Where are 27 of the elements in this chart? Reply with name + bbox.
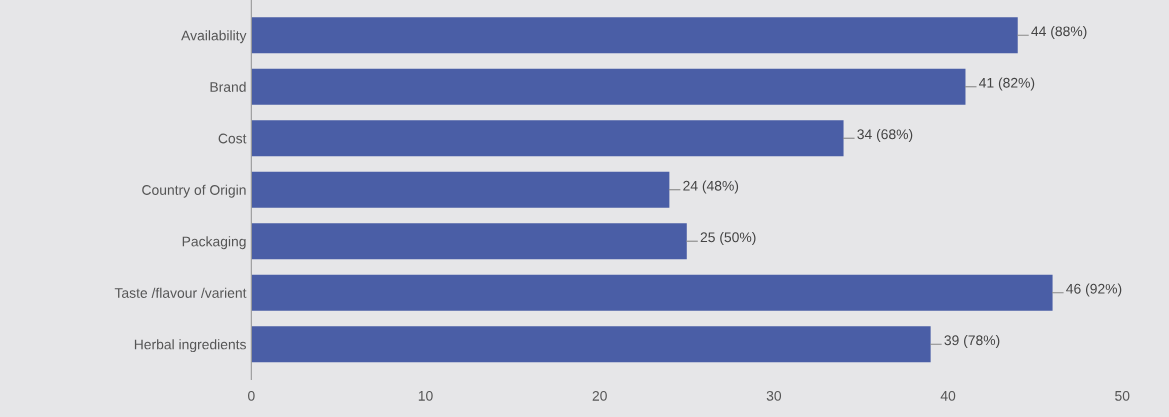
y-tick-label: Availability [181,30,247,44]
data-label: 46 (92%) [1066,283,1122,297]
x-tick-label: 10 [418,390,433,401]
data-label: 41 (82%) [979,77,1035,91]
x-tick-label: 40 [940,390,956,401]
x-tick-label: 20 [592,390,607,401]
data-label: 44 (88%) [1031,26,1087,39]
bar [251,68,966,105]
y-tick-label: Brand [210,81,246,92]
bar [251,171,670,208]
x-tick-label: 0 [248,390,255,401]
y-tick-label: Cost [218,133,247,144]
bar [251,274,1053,311]
x-tick-label: 30 [766,390,782,401]
data-label: 34 (68%) [857,129,913,142]
bar [251,17,1018,54]
bar [251,120,844,157]
bar [251,223,687,260]
data-label: 24 (48%) [683,180,739,194]
y-tick-label: Country of Origin [142,184,246,198]
data-label: 39 (78%) [944,334,1000,348]
y-tick-label: Herbal ingredients [134,339,246,353]
bar [251,326,931,363]
y-tick-label: Packaging [182,236,246,250]
x-tick-label: 50 [1115,390,1130,401]
data-label: 25 (50%) [700,231,756,245]
y-tick-label: Taste /flavour /varient [114,287,247,298]
